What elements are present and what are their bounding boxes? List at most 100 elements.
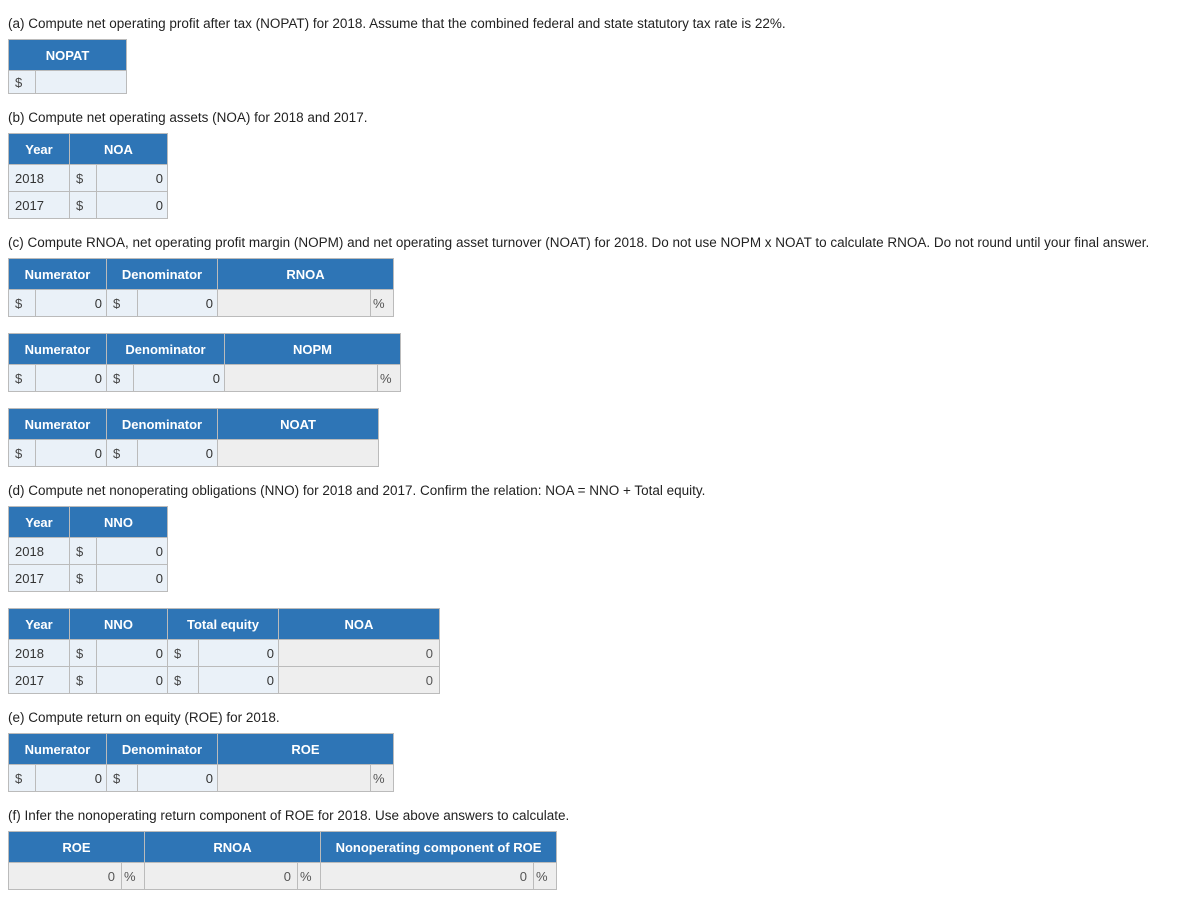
table-row: 2018 $ $ 0 (9, 640, 440, 667)
year-cell: 2018 (9, 640, 70, 667)
table-nopm: Numerator Denominator NOPM $ $ % (8, 333, 401, 392)
header-rnoa: RNOA (145, 832, 321, 863)
noat-num-input[interactable] (36, 443, 106, 463)
rnoa-num-input[interactable] (36, 293, 106, 313)
header-numerator: Numerator (9, 259, 107, 290)
currency-symbol: $ (107, 440, 138, 467)
header-nopm: NOPM (225, 334, 401, 365)
noa-2017-result: 0 (279, 667, 440, 694)
table-noat: Numerator Denominator NOAT $ $ (8, 408, 379, 467)
header-nno: NNO (70, 609, 168, 640)
nno2-2018-input[interactable] (97, 643, 167, 663)
table-row: 2017 $ $ 0 (9, 667, 440, 694)
currency-symbol: $ (70, 538, 97, 565)
currency-symbol: $ (9, 71, 36, 94)
header-denominator: Denominator (107, 409, 218, 440)
currency-symbol: $ (9, 290, 36, 317)
header-total-equity: Total equity (168, 609, 279, 640)
table-nonop-roe: ROE RNOA Nonoperating component of ROE 0… (8, 831, 557, 890)
header-year: Year (9, 507, 70, 538)
table-nno-equity-noa: Year NNO Total equity NOA 2018 $ $ 0 201… (8, 608, 440, 694)
te-2018-input[interactable] (199, 643, 278, 663)
header-numerator: Numerator (9, 409, 107, 440)
percent-symbol: % (534, 863, 557, 890)
question-c: (c) Compute RNOA, net operating profit m… (8, 235, 1192, 250)
header-year: Year (9, 134, 70, 165)
roe-value: 0 (9, 863, 122, 890)
table-roe: Numerator Denominator ROE $ $ % (8, 733, 394, 792)
header-numerator: Numerator (9, 334, 107, 365)
header-denominator: Denominator (107, 334, 225, 365)
noa-2017-input[interactable] (97, 195, 167, 215)
nopm-result (225, 365, 378, 392)
header-roe: ROE (9, 832, 145, 863)
roe-num-input[interactable] (36, 768, 106, 788)
nonop-value: 0 (321, 863, 534, 890)
header-denominator: Denominator (107, 259, 218, 290)
year-cell: 2017 (9, 192, 70, 219)
currency-symbol: $ (168, 667, 199, 694)
question-b: (b) Compute net operating assets (NOA) f… (8, 110, 1192, 125)
percent-symbol: % (371, 290, 394, 317)
percent-symbol: % (122, 863, 145, 890)
roe-den-input[interactable] (138, 768, 217, 788)
table-nopat: NOPAT $ (8, 39, 127, 94)
header-noa: NOA (279, 609, 440, 640)
roe-result (218, 765, 371, 792)
header-denominator: Denominator (107, 734, 218, 765)
header-roe: ROE (218, 734, 394, 765)
currency-symbol: $ (70, 192, 97, 219)
currency-symbol: $ (70, 667, 97, 694)
header-numerator: Numerator (9, 734, 107, 765)
currency-symbol: $ (107, 290, 138, 317)
year-cell: 2017 (9, 565, 70, 592)
nopat-input[interactable] (36, 72, 126, 92)
percent-symbol: % (298, 863, 321, 890)
table-row: 2017 $ (9, 192, 168, 219)
rnoa-result (218, 290, 371, 317)
currency-symbol: $ (168, 640, 199, 667)
header-noat: NOAT (218, 409, 379, 440)
nno-2017-input[interactable] (97, 568, 167, 588)
table-nno: Year NNO 2018 $ 2017 $ (8, 506, 168, 592)
currency-symbol: $ (70, 165, 97, 192)
currency-symbol: $ (107, 365, 134, 392)
currency-symbol: $ (70, 640, 97, 667)
year-cell: 2017 (9, 667, 70, 694)
percent-symbol: % (371, 765, 394, 792)
year-cell: 2018 (9, 538, 70, 565)
table-noa: Year NOA 2018 $ 2017 $ (8, 133, 168, 219)
table-row: 2017 $ (9, 565, 168, 592)
percent-symbol: % (378, 365, 401, 392)
te-2017-input[interactable] (199, 670, 278, 690)
header-nonop-component: Nonoperating component of ROE (321, 832, 557, 863)
nopm-num-input[interactable] (36, 368, 106, 388)
noa-2018-result: 0 (279, 640, 440, 667)
header-rnoa: RNOA (218, 259, 394, 290)
nno2-2017-input[interactable] (97, 670, 167, 690)
currency-symbol: $ (9, 365, 36, 392)
currency-symbol: $ (9, 765, 36, 792)
rnoa-den-input[interactable] (138, 293, 217, 313)
rnoa-value: 0 (145, 863, 298, 890)
currency-symbol: $ (9, 440, 36, 467)
question-f: (f) Infer the nonoperating return compon… (8, 808, 1192, 823)
noat-den-input[interactable] (138, 443, 217, 463)
currency-symbol: $ (70, 565, 97, 592)
question-e: (e) Compute return on equity (ROE) for 2… (8, 710, 1192, 725)
question-d: (d) Compute net nonoperating obligations… (8, 483, 1192, 498)
nno-2018-input[interactable] (97, 541, 167, 561)
header-year: Year (9, 609, 70, 640)
noa-2018-input[interactable] (97, 168, 167, 188)
nopm-den-input[interactable] (134, 368, 224, 388)
currency-symbol: $ (107, 765, 138, 792)
noat-result (218, 440, 379, 467)
year-cell: 2018 (9, 165, 70, 192)
table-row: 2018 $ (9, 165, 168, 192)
header-noa: NOA (70, 134, 168, 165)
table-row: 2018 $ (9, 538, 168, 565)
question-a: (a) Compute net operating profit after t… (8, 16, 1192, 31)
header-nno: NNO (70, 507, 168, 538)
table-rnoa: Numerator Denominator RNOA $ $ % (8, 258, 394, 317)
header-nopat: NOPAT (9, 40, 127, 71)
